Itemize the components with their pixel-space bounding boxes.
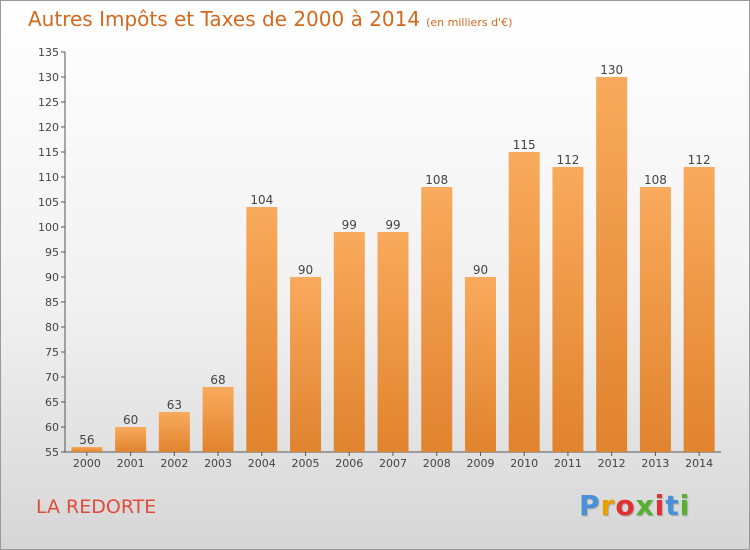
bar-2005 bbox=[290, 277, 322, 452]
bar-2008 bbox=[421, 187, 453, 452]
x-tick-label-2000: 2000 bbox=[73, 457, 101, 470]
value-label-2006: 99 bbox=[342, 218, 357, 232]
x-tick-label-2002: 2002 bbox=[160, 457, 188, 470]
logo-letter: t bbox=[665, 489, 680, 522]
chart-title: Autres Impôts et Taxes de 2000 à 2014 (en… bbox=[28, 7, 512, 31]
y-tick-label: 80 bbox=[45, 321, 59, 334]
value-label-2001: 60 bbox=[123, 413, 138, 427]
x-tick-label-2012: 2012 bbox=[598, 457, 626, 470]
bar-2010 bbox=[508, 152, 540, 452]
x-tick-label-2007: 2007 bbox=[379, 457, 407, 470]
value-label-2007: 99 bbox=[385, 218, 400, 232]
y-tick-label: 110 bbox=[38, 171, 59, 184]
value-label-2014: 112 bbox=[688, 153, 711, 167]
x-tick-label-2014: 2014 bbox=[685, 457, 713, 470]
bar-2014 bbox=[683, 167, 715, 452]
x-tick-label-2010: 2010 bbox=[510, 457, 538, 470]
y-tick-label: 75 bbox=[45, 346, 59, 359]
value-label-2012: 130 bbox=[600, 63, 623, 77]
bar-2006 bbox=[333, 232, 365, 452]
x-tick-label-2001: 2001 bbox=[117, 457, 145, 470]
y-tick-label: 135 bbox=[38, 46, 59, 59]
chart-unit: (en milliers d'€) bbox=[426, 16, 513, 29]
x-tick-label-2006: 2006 bbox=[335, 457, 363, 470]
x-tick-label-2009: 2009 bbox=[466, 457, 494, 470]
value-label-2011: 112 bbox=[556, 153, 579, 167]
y-tick-label: 100 bbox=[38, 221, 59, 234]
bar-2000 bbox=[71, 447, 103, 452]
x-axis: 2000 2001 2002 2003 2004 2005 2006 2007 2008 2009… bbox=[65, 451, 721, 470]
bar-2003 bbox=[202, 387, 234, 452]
y-tick-label: 130 bbox=[38, 71, 59, 84]
y-tick-label: 120 bbox=[38, 121, 59, 134]
value-label-2004: 104 bbox=[250, 193, 273, 207]
bar-2012 bbox=[596, 77, 628, 452]
bar-2001 bbox=[115, 427, 147, 452]
y-tick-label: 60 bbox=[45, 421, 59, 434]
y-tick-label: 85 bbox=[45, 296, 59, 309]
bar-2007 bbox=[377, 232, 409, 452]
bar-2013 bbox=[639, 187, 671, 452]
logo-letter: x bbox=[635, 489, 655, 522]
x-tick-label-2005: 2005 bbox=[292, 457, 320, 470]
y-tick-label: 95 bbox=[45, 246, 59, 259]
y-tick-label: 90 bbox=[45, 271, 59, 284]
logo-letter: i bbox=[654, 489, 666, 522]
value-label-2013: 108 bbox=[644, 173, 667, 187]
x-tick-label-2004: 2004 bbox=[248, 457, 276, 470]
x-tick-label-2008: 2008 bbox=[423, 457, 451, 470]
bar-2004 bbox=[246, 207, 278, 452]
x-tick-label-2003: 2003 bbox=[204, 457, 232, 470]
value-label-2005: 90 bbox=[298, 263, 313, 277]
commune-name: LA REDORTE bbox=[36, 496, 157, 518]
value-label-2000: 56 bbox=[79, 433, 94, 447]
y-tick-label: 125 bbox=[38, 96, 59, 109]
value-label-2003: 68 bbox=[210, 373, 225, 387]
logo-letter: o bbox=[615, 489, 636, 522]
y-tick-label: 70 bbox=[45, 371, 59, 384]
y-tick-label: 115 bbox=[38, 146, 59, 159]
value-labels-group: 56 60 63 68 104 90 99 99 108 90 115 112 130 108 112 bbox=[79, 63, 710, 447]
bar-2009 bbox=[464, 277, 496, 452]
proxiti-logo: Proxiti bbox=[579, 489, 690, 522]
y-axis: 55 60 65 70 75 80 85 90 95 100 105 110 115 120 125 130 1… bbox=[38, 46, 66, 459]
y-tick-label: 65 bbox=[45, 396, 59, 409]
value-label-2002: 63 bbox=[167, 398, 182, 412]
x-tick-label-2013: 2013 bbox=[641, 457, 669, 470]
value-label-2008: 108 bbox=[425, 173, 448, 187]
y-tick-label: 105 bbox=[38, 196, 59, 209]
logo-letter: i bbox=[679, 489, 691, 522]
y-tick-label: 55 bbox=[45, 446, 59, 459]
value-label-2010: 115 bbox=[513, 138, 536, 152]
bars-group bbox=[71, 77, 715, 452]
bar-2002 bbox=[158, 412, 190, 452]
logo-letter: P bbox=[579, 489, 601, 522]
logo-letter: r bbox=[600, 489, 616, 522]
bar-2011 bbox=[552, 167, 584, 452]
value-label-2009: 90 bbox=[473, 263, 488, 277]
chart-title-text: Autres Impôts et Taxes de 2000 à 2014 bbox=[28, 7, 421, 31]
x-tick-label-2011: 2011 bbox=[554, 457, 582, 470]
